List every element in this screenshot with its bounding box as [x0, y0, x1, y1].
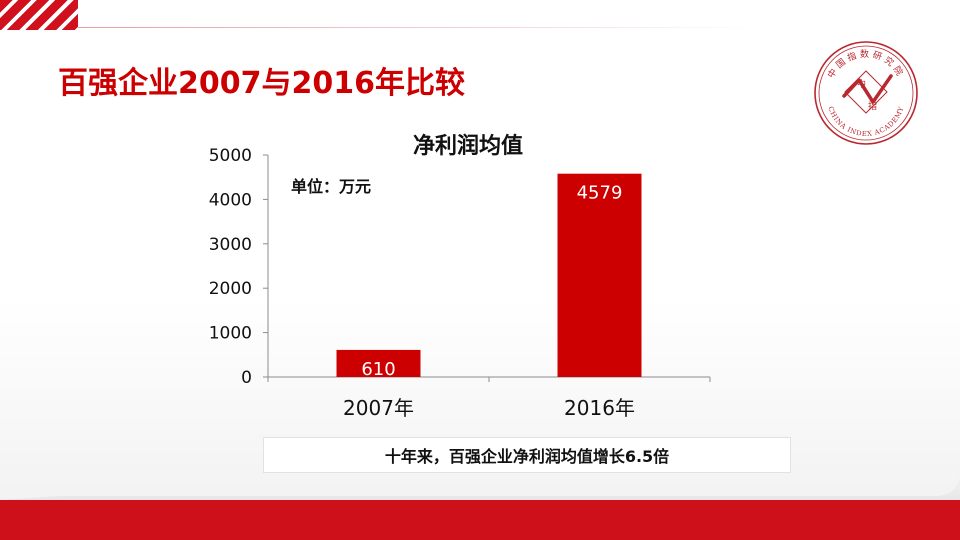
y-tick-label: 0 [241, 368, 252, 388]
y-tick-label: 3000 [209, 235, 252, 255]
header-divider [78, 27, 758, 28]
slide-title: 百强企业2007与2016年比较 [58, 66, 465, 101]
logo-center-char-2: 指 [868, 100, 877, 112]
x-category-label: 2007年 [343, 396, 414, 420]
y-tick-label: 5000 [209, 146, 252, 166]
y-tick-label: 1000 [209, 324, 252, 344]
summary-box: 十年来，百强企业净利润均值增长6.5倍 [263, 437, 791, 473]
y-axis: 0 1000 2000 3000 4000 5000 [209, 146, 269, 388]
chart-title: 净利润均值 [413, 133, 523, 159]
data-label: 4579 [577, 183, 623, 204]
y-tick-label: 2000 [209, 279, 252, 299]
decorative-stripes [0, 0, 78, 30]
unit-label: 单位：万元 [291, 177, 372, 196]
china-index-academy-logo: 中国指数研究院 CHINA INDEX ACADEMY 中 指 [814, 41, 918, 145]
bars: 610 4579 [336, 173, 642, 380]
bar-2007年 [336, 349, 421, 377]
x-category-label: 2016年 [564, 396, 635, 420]
bar-2016年 [557, 173, 642, 377]
summary-text: 十年来，百强企业净利润均值增长6.5倍 [384, 447, 670, 466]
footer-decoration [0, 470, 960, 540]
data-label: 610 [361, 359, 395, 380]
y-tick-label: 4000 [209, 190, 252, 210]
logo-center-char-1: 中 [857, 78, 866, 90]
x-axis: 2007年 2016年 [267, 376, 711, 420]
